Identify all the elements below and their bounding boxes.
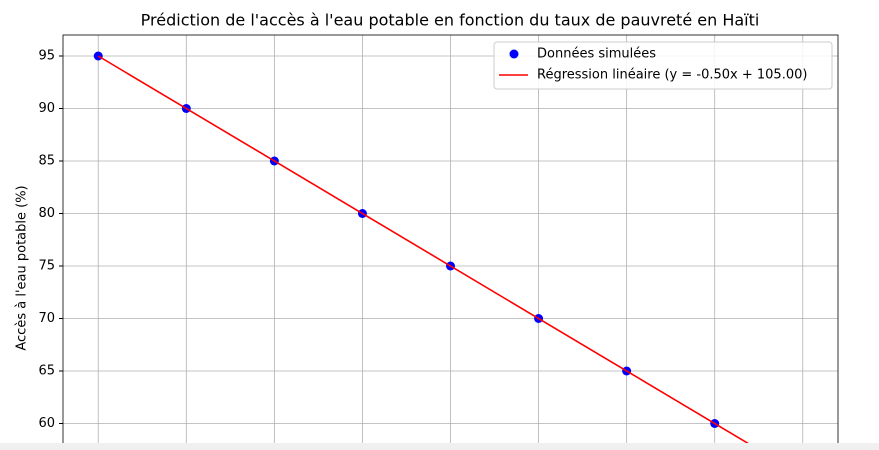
y-tick-label: 65 <box>38 364 55 379</box>
y-axis-label: Accès à l'eau potable (%) <box>15 185 30 350</box>
window-edge <box>0 443 879 450</box>
y-tick-label: 90 <box>38 101 55 116</box>
y-tick-label: 80 <box>38 206 55 221</box>
plot-frame <box>62 34 839 450</box>
y-tick-label: 70 <box>38 311 55 326</box>
legend-label: Données simulées <box>537 47 656 62</box>
legend-box <box>493 41 833 90</box>
legend-marker <box>509 49 519 59</box>
line <box>97 55 761 450</box>
y-tick-label: 75 <box>38 259 55 274</box>
y-tick-label: 95 <box>38 49 55 64</box>
y-tick-label: 60 <box>38 416 55 431</box>
y-tick-label: 85 <box>38 154 55 169</box>
chart-title: Prédiction de l'accès à l'eau potable en… <box>141 11 760 30</box>
legend-label: Régression linéaire (y = -0.50x + 105.00… <box>537 68 807 83</box>
